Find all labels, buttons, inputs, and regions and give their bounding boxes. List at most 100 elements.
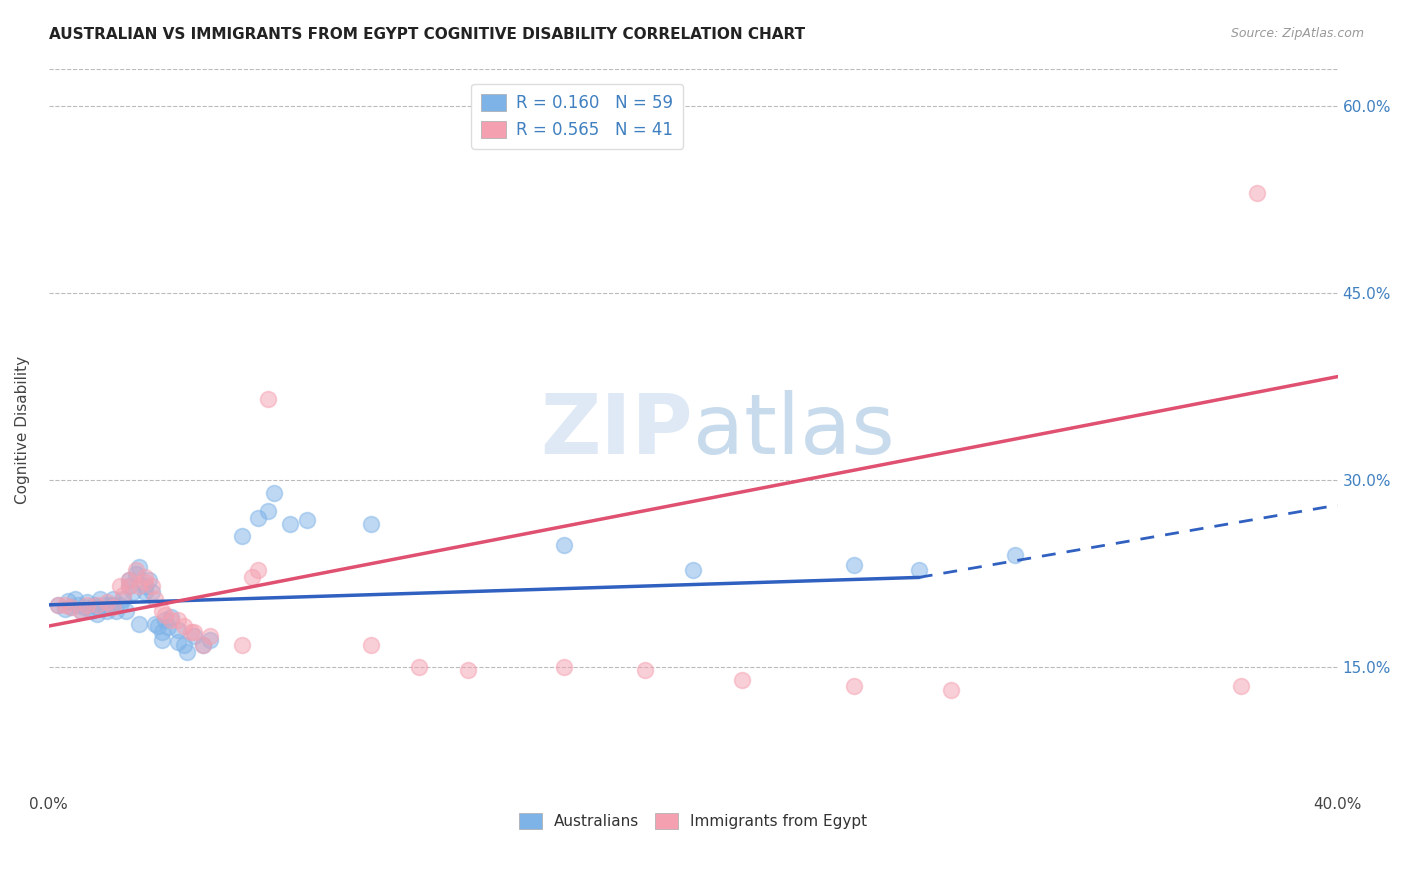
Point bbox=[280, 516, 302, 531]
Point bbox=[193, 638, 215, 652]
Point bbox=[73, 600, 96, 615]
Text: AUSTRALIAN VS IMMIGRANTS FROM EGYPT COGNITIVE DISABILITY CORRELATION CHART: AUSTRALIAN VS IMMIGRANTS FROM EGYPT COGN… bbox=[49, 27, 806, 42]
Point bbox=[193, 638, 215, 652]
Text: atlas: atlas bbox=[693, 390, 896, 471]
Point bbox=[141, 585, 163, 599]
Point bbox=[240, 570, 263, 584]
Point bbox=[408, 660, 430, 674]
Point bbox=[198, 629, 221, 643]
Point bbox=[60, 600, 83, 615]
Point bbox=[160, 613, 183, 627]
Point bbox=[48, 598, 70, 612]
Point bbox=[150, 625, 173, 640]
Point bbox=[134, 575, 156, 590]
Point bbox=[128, 616, 150, 631]
Legend: Australians, Immigrants from Egypt: Australians, Immigrants from Egypt bbox=[513, 806, 873, 835]
Point bbox=[1230, 679, 1253, 693]
Point bbox=[66, 598, 89, 612]
Point bbox=[111, 588, 134, 602]
Point bbox=[844, 558, 866, 572]
Point bbox=[844, 679, 866, 693]
Point bbox=[730, 673, 752, 687]
Point bbox=[56, 594, 79, 608]
Point bbox=[257, 504, 280, 518]
Point bbox=[125, 563, 148, 577]
Point bbox=[150, 604, 173, 618]
Point bbox=[76, 595, 98, 609]
Point bbox=[121, 585, 143, 599]
Point bbox=[108, 598, 131, 612]
Point bbox=[118, 579, 141, 593]
Point bbox=[166, 623, 188, 637]
Point bbox=[553, 660, 575, 674]
Point bbox=[156, 620, 179, 634]
Point bbox=[134, 570, 156, 584]
Point bbox=[198, 632, 221, 647]
Point bbox=[160, 610, 183, 624]
Point bbox=[134, 585, 156, 599]
Point bbox=[153, 607, 176, 622]
Point bbox=[153, 613, 176, 627]
Point bbox=[138, 573, 160, 587]
Point bbox=[118, 579, 141, 593]
Point bbox=[173, 619, 195, 633]
Point bbox=[183, 629, 205, 643]
Point bbox=[125, 566, 148, 581]
Point bbox=[176, 645, 198, 659]
Point bbox=[105, 604, 128, 618]
Point bbox=[247, 510, 270, 524]
Point bbox=[128, 560, 150, 574]
Point bbox=[166, 613, 188, 627]
Point bbox=[1246, 186, 1268, 201]
Point bbox=[134, 579, 156, 593]
Point bbox=[231, 638, 253, 652]
Point bbox=[118, 573, 141, 587]
Point bbox=[150, 632, 173, 647]
Point bbox=[682, 563, 704, 577]
Point bbox=[86, 600, 108, 615]
Point bbox=[634, 663, 657, 677]
Point bbox=[115, 604, 138, 618]
Y-axis label: Cognitive Disability: Cognitive Disability bbox=[15, 356, 30, 504]
Point bbox=[70, 604, 93, 618]
Text: ZIP: ZIP bbox=[541, 390, 693, 471]
Point bbox=[939, 682, 962, 697]
Point bbox=[86, 598, 108, 612]
Point bbox=[553, 538, 575, 552]
Point bbox=[360, 638, 382, 652]
Point bbox=[89, 591, 111, 606]
Point bbox=[457, 663, 479, 677]
Text: Source: ZipAtlas.com: Source: ZipAtlas.com bbox=[1230, 27, 1364, 40]
Point bbox=[93, 598, 115, 612]
Point bbox=[166, 635, 188, 649]
Point bbox=[180, 625, 202, 640]
Point bbox=[103, 600, 125, 615]
Point bbox=[143, 616, 166, 631]
Point bbox=[60, 600, 83, 615]
Point bbox=[98, 598, 121, 612]
Point bbox=[108, 579, 131, 593]
Point bbox=[263, 485, 285, 500]
Point bbox=[76, 598, 98, 612]
Point bbox=[148, 619, 170, 633]
Point bbox=[111, 591, 134, 606]
Point bbox=[1004, 548, 1026, 562]
Point bbox=[70, 604, 93, 618]
Point bbox=[907, 563, 929, 577]
Point bbox=[173, 638, 195, 652]
Point bbox=[103, 591, 125, 606]
Point bbox=[53, 598, 76, 612]
Point bbox=[96, 595, 118, 609]
Point bbox=[128, 579, 150, 593]
Point bbox=[79, 604, 101, 618]
Point bbox=[86, 607, 108, 621]
Point bbox=[360, 516, 382, 531]
Point bbox=[295, 513, 318, 527]
Point bbox=[183, 625, 205, 640]
Point bbox=[83, 598, 105, 612]
Point bbox=[48, 598, 70, 612]
Point bbox=[141, 579, 163, 593]
Point bbox=[231, 529, 253, 543]
Point bbox=[143, 591, 166, 606]
Point bbox=[247, 563, 270, 577]
